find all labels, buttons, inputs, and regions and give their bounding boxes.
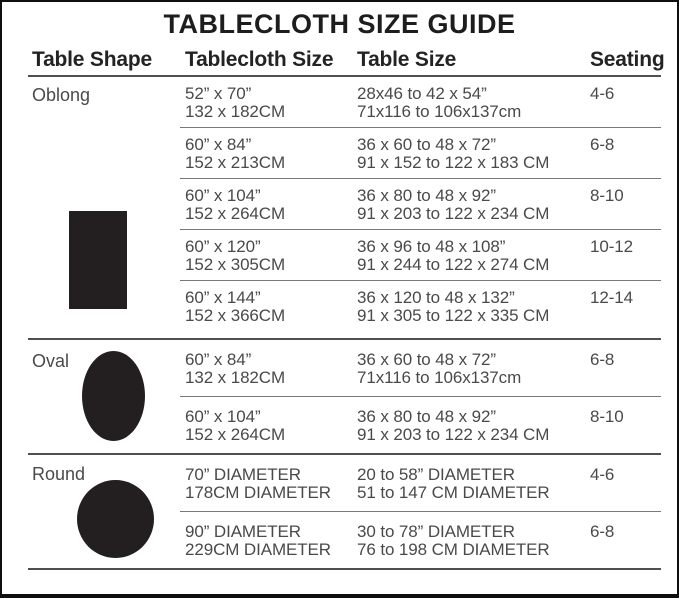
table-size-cm: 91 x 203 to 122 x 234 CM [357, 425, 550, 444]
table-size-cell: 20 to 58” DIAMETER 51 to 147 CM DIAMETER [357, 466, 590, 502]
page-title: TABLECLOTH SIZE GUIDE [163, 9, 516, 39]
table-header-row: Table Shape Tablecloth Size Table Size S… [28, 43, 665, 77]
table-row: 52” x 70” 132 x 182CM 28x46 to 42 x 54” … [180, 77, 661, 127]
tablecloth-size-cm: 229CM DIAMETER [185, 540, 331, 559]
table-row: 60” x 84” 132 x 182CM 36 x 60 to 48 x 72… [180, 340, 661, 396]
seating-value: 8-10 [590, 186, 624, 205]
seating-value: 8-10 [590, 407, 624, 426]
tablecloth-size-inches: 60” x 144” [185, 288, 261, 307]
shape-label-round: Round [32, 464, 86, 484]
tablecloth-size-cell: 52” x 70” 132 x 182CM [185, 85, 357, 121]
tablecloth-size-inches: 52” x 70” [185, 84, 252, 103]
table-size-inches: 20 to 58” DIAMETER [357, 465, 515, 484]
table-size-cm: 51 to 147 CM DIAMETER [357, 483, 550, 502]
tablecloth-size-inches: 60” x 84” [185, 135, 252, 154]
table-size-cm: 76 to 198 CM DIAMETER [357, 540, 550, 559]
section-rows: 52” x 70” 132 x 182CM 28x46 to 42 x 54” … [180, 77, 661, 338]
table-size-inches: 36 x 96 to 48 x 108” [357, 237, 506, 256]
section-rows: 60” x 84” 132 x 182CM 36 x 60 to 48 x 72… [180, 340, 661, 453]
tablecloth-size-cm: 152 x 213CM [185, 153, 286, 172]
tablecloth-size-cell: 60” x 84” 152 x 213CM [185, 136, 357, 172]
ellipse-icon [82, 351, 145, 441]
table-row: 60” x 144” 152 x 366CM 36 x 120 to 48 x … [180, 280, 661, 338]
table-row: 60” x 84” 152 x 213CM 36 x 60 to 48 x 72… [180, 127, 661, 178]
tablecloth-size-cell: 60” x 104” 152 x 264CM [185, 408, 357, 444]
seating-value: 10-12 [590, 237, 633, 256]
shape-label-oblong: Oblong [32, 85, 91, 105]
tablecloth-size-cell: 60” x 84” 132 x 182CM [185, 351, 357, 387]
section-rows: 70” DIAMETER 178CM DIAMETER 20 to 58” DI… [180, 455, 661, 568]
table-size-inches: 36 x 120 to 48 x 132” [357, 288, 515, 307]
tablecloth-size-cm: 178CM DIAMETER [185, 483, 331, 502]
column-header-table-shape: Table Shape [32, 48, 152, 71]
tablecloth-size-cm: 152 x 264CM [185, 204, 286, 223]
table-size-cell: 36 x 96 to 48 x 108” 91 x 244 to 122 x 2… [357, 238, 590, 274]
column-header-tablecloth-size: Tablecloth Size [185, 48, 334, 71]
table-row: 60” x 104” 152 x 264CM 36 x 80 to 48 x 9… [180, 178, 661, 229]
column-header-table-size: Table Size [357, 48, 457, 71]
table-size-inches: 36 x 60 to 48 x 72” [357, 135, 496, 154]
section-round: Round 70” DIAMETER 178CM DIAMETER 20 to … [28, 453, 661, 568]
tablecloth-size-cm: 132 x 182CM [185, 102, 286, 121]
tablecloth-size-inches: 60” x 104” [185, 186, 261, 205]
table-size-cell: 28x46 to 42 x 54” 71x116 to 106x137cm [357, 85, 590, 121]
tablecloth-size-cell: 90” DIAMETER 229CM DIAMETER [185, 523, 357, 559]
table-size-cell: 36 x 120 to 48 x 132” 91 x 305 to 122 x … [357, 289, 590, 325]
section-oval: Oval 60” x 84” 132 x 182CM 36 x 60 to 48… [28, 338, 661, 453]
shape-label-oval: Oval [32, 351, 70, 371]
seating-value: 6-8 [590, 135, 615, 154]
table-row: 90” DIAMETER 229CM DIAMETER 30 to 78” DI… [180, 511, 661, 568]
table-size-inches: 36 x 80 to 48 x 92” [357, 407, 496, 426]
table-size-cm: 71x116 to 106x137cm [357, 102, 522, 121]
table-bottom-rule [28, 568, 661, 570]
tablecloth-size-inches: 90” DIAMETER [185, 522, 301, 541]
tablecloth-size-cm: 152 x 264CM [185, 425, 286, 444]
seating-value: 6-8 [590, 522, 615, 541]
table-size-cell: 36 x 60 to 48 x 72” 71x116 to 106x137cm [357, 351, 590, 387]
table-size-inches: 30 to 78” DIAMETER [357, 522, 515, 541]
table-row: 60” x 104” 152 x 264CM 36 x 80 to 48 x 9… [180, 396, 661, 453]
table-row: 60” x 120” 152 x 305CM 36 x 96 to 48 x 1… [180, 229, 661, 280]
table-size-cm: 71x116 to 106x137cm [357, 368, 522, 387]
seating-value: 12-14 [590, 288, 633, 307]
table-size-inches: 36 x 60 to 48 x 72” [357, 350, 496, 369]
circle-icon [77, 480, 154, 558]
tablecloth-size-inches: 70” DIAMETER [185, 465, 301, 484]
tablecloth-size-inches: 60” x 84” [185, 350, 252, 369]
table-row: 70” DIAMETER 178CM DIAMETER 20 to 58” DI… [180, 455, 661, 511]
tablecloth-size-cell: 60” x 120” 152 x 305CM [185, 238, 357, 274]
column-header-seating: Seating [590, 48, 665, 71]
table-size-cell: 36 x 80 to 48 x 92” 91 x 203 to 122 x 23… [357, 187, 590, 223]
tablecloth-size-inches: 60” x 104” [185, 407, 261, 426]
seating-value: 4-6 [590, 84, 615, 103]
seating-value: 4-6 [590, 465, 615, 484]
table-size-cell: 36 x 80 to 48 x 92” 91 x 203 to 122 x 23… [357, 408, 590, 444]
table-size-cm: 91 x 305 to 122 x 335 CM [357, 306, 550, 325]
table-size-cell: 30 to 78” DIAMETER 76 to 198 CM DIAMETER [357, 523, 590, 559]
table-size-cm: 91 x 152 to 122 x 183 CM [357, 153, 550, 172]
tablecloth-size-cell: 60” x 104” 152 x 264CM [185, 187, 357, 223]
tablecloth-size-inches: 60” x 120” [185, 237, 261, 256]
tablecloth-size-cell: 60” x 144” 152 x 366CM [185, 289, 357, 325]
tablecloth-size-cm: 132 x 182CM [185, 368, 286, 387]
table-size-inches: 28x46 to 42 x 54” [357, 84, 487, 103]
table-size-inches: 36 x 80 to 48 x 92” [357, 186, 496, 205]
seating-value: 6-8 [590, 350, 615, 369]
rectangle-icon [69, 211, 127, 309]
tablecloth-size-cm: 152 x 305CM [185, 255, 286, 274]
table-size-cell: 36 x 60 to 48 x 72” 91 x 152 to 122 x 18… [357, 136, 590, 172]
section-oblong: Oblong 52” x 70” 132 x 182CM 28x46 to 42… [28, 77, 661, 338]
tablecloth-size-cell: 70” DIAMETER 178CM DIAMETER [185, 466, 357, 502]
table-size-cm: 91 x 203 to 122 x 234 CM [357, 204, 550, 223]
tablecloth-size-cm: 152 x 366CM [185, 306, 286, 325]
table-size-cm: 91 x 244 to 122 x 274 CM [357, 255, 550, 274]
